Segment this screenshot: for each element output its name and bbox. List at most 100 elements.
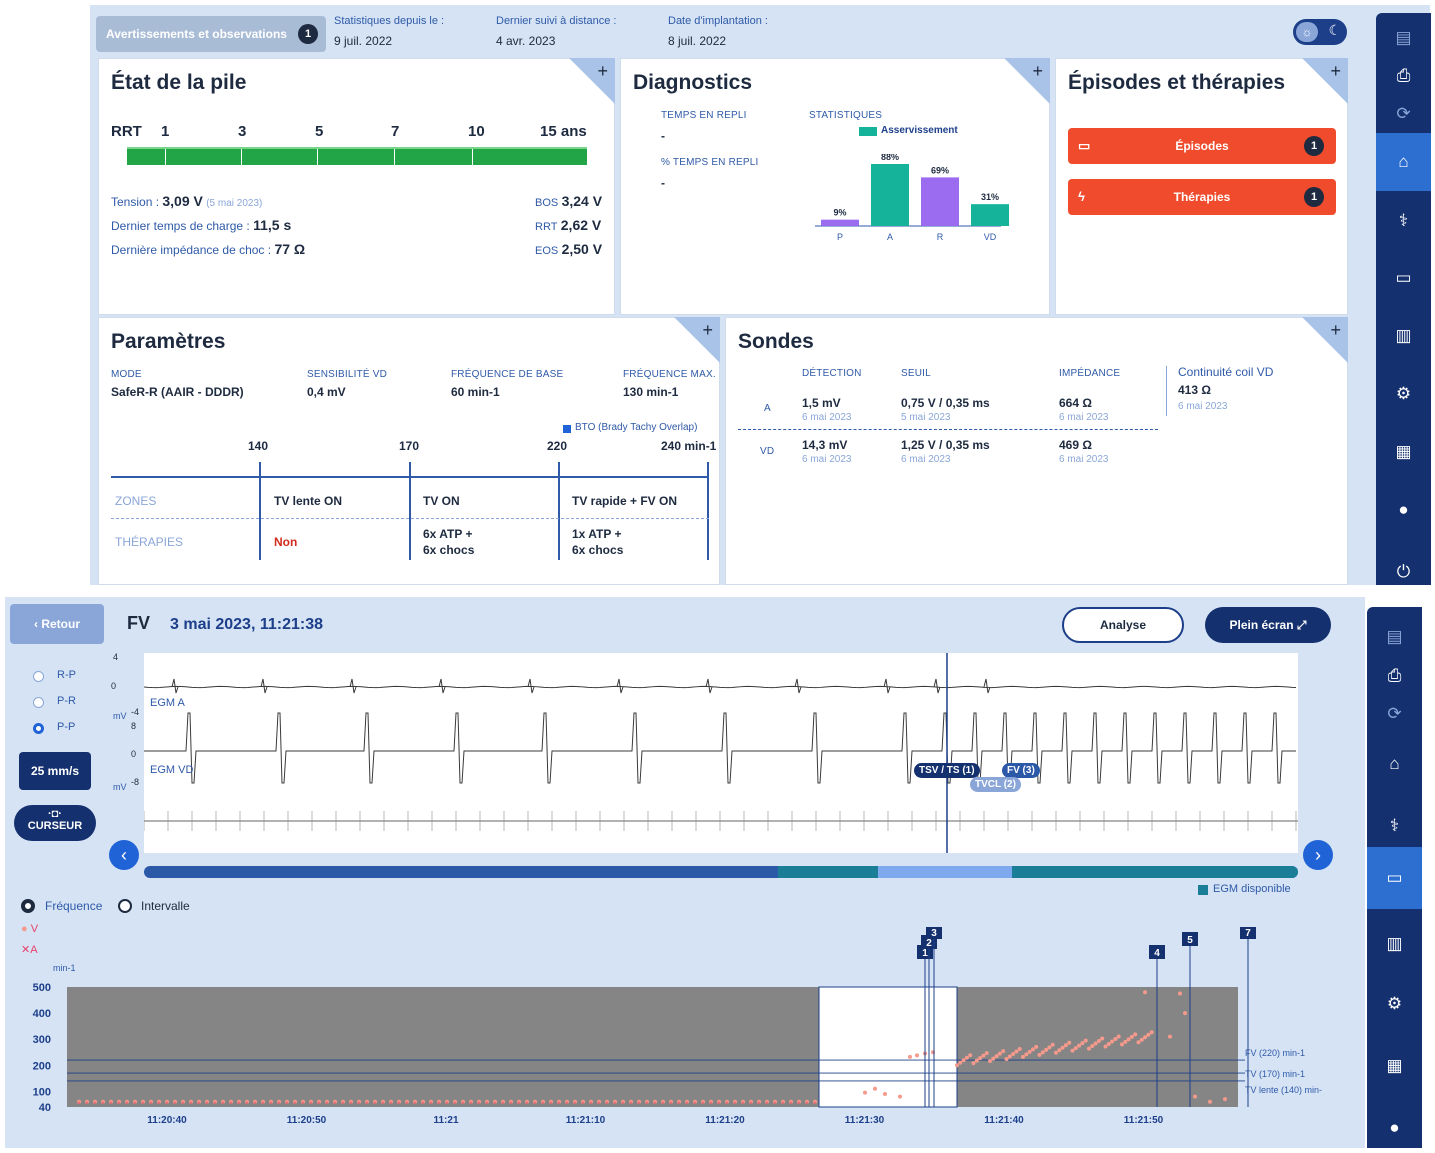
settings-icon[interactable]: ⚙ (1386, 994, 1403, 1013)
radio-interval[interactable] (118, 899, 132, 913)
episodes-icon[interactable]: ▭ (1395, 268, 1412, 287)
v-point (1120, 1042, 1124, 1047)
v-point (509, 1099, 513, 1104)
v-point (994, 1054, 999, 1059)
a-point: × (205, 1101, 209, 1107)
sync-icon[interactable]: ⟳ (1387, 704, 1402, 723)
analyse-button[interactable]: Analyse (1062, 607, 1184, 643)
power-icon[interactable]: ⏻ (1396, 562, 1411, 581)
radio-rp[interactable] (33, 671, 44, 682)
egm-traces (143, 653, 1298, 853)
speed-button[interactable]: 25 mm/s (19, 752, 91, 790)
v-point (397, 1099, 401, 1104)
egm-plot[interactable]: EGM A EGM VD TSV / TS (1) FV (3) TVCL (2… (143, 653, 1298, 853)
fullscreen-button[interactable]: Plein écran ⤢ (1205, 607, 1331, 643)
radio-rp-label: R-P (57, 669, 76, 681)
settings-icon[interactable]: ⚙ (1395, 384, 1412, 403)
atrial-spike (438, 678, 446, 694)
scale-tick: 240 min-1 (661, 439, 717, 453)
a-point: × (117, 1101, 121, 1107)
v-point (1183, 1011, 1187, 1016)
a-point: × (317, 1101, 321, 1107)
home-icon[interactable]: ⌂ (1376, 133, 1431, 191)
episode-datetime: 3 mai 2023, 11:21:38 (170, 616, 324, 633)
expand-plus-icon[interactable]: + (1330, 61, 1341, 81)
episodes-icon[interactable]: ▭ (1367, 847, 1422, 909)
bos-label: BOS (535, 197, 559, 209)
radio-pr[interactable] (33, 697, 44, 708)
v-point (213, 1099, 217, 1104)
v-point (1017, 1046, 1022, 1051)
theme-toggle[interactable]: ☼ ☾ (1293, 19, 1347, 45)
v-point (581, 1099, 585, 1104)
warnings-count: 1 (298, 24, 318, 44)
v-point (77, 1099, 81, 1104)
v-point (645, 1099, 649, 1104)
expand-plus-icon[interactable]: + (1032, 61, 1043, 81)
v-point (955, 1063, 959, 1068)
v-point (365, 1099, 369, 1104)
user-icon[interactable]: ● (1398, 500, 1409, 519)
radio-frequency[interactable] (21, 899, 35, 913)
lead-detection-date: 6 mai 2023 (802, 454, 852, 465)
therapies-label: Thérapies (1173, 190, 1231, 204)
sync-icon[interactable]: ⟳ (1396, 104, 1411, 123)
tag-tvcl[interactable]: TVCL (2) (970, 777, 1021, 792)
atrial-spike (527, 678, 535, 694)
eos-label: EOS (535, 245, 559, 257)
a-point: × (813, 1101, 817, 1107)
a-point: × (173, 1101, 177, 1107)
leads-icon[interactable]: ⚕ (1398, 211, 1409, 230)
therapies-button[interactable]: ϟ Thérapies 1 (1068, 179, 1336, 215)
a-point: × (581, 1101, 585, 1107)
v-point (741, 1099, 745, 1104)
warnings-button[interactable]: Avertissements et observations 1 (96, 16, 326, 52)
v-point (653, 1099, 657, 1104)
a-point: × (341, 1101, 345, 1107)
fallback-pct-label: % TEMPS EN REPLI (661, 157, 759, 168)
document-icon[interactable]: ▤ (1395, 28, 1412, 47)
x-tick-label: 11:20:50 (287, 1115, 327, 1126)
v-point (309, 1099, 313, 1104)
tag-tsv[interactable]: TSV / TS (1) (914, 763, 980, 778)
frequency-chart[interactable]: FV (220) min-1 TV (170) min-1 TV lente (14… (5, 927, 1365, 1148)
back-button[interactable]: ‹ Retour (10, 604, 104, 644)
a-point: × (181, 1101, 185, 1107)
episode-marker (1240, 927, 1256, 939)
episode-marker (1149, 945, 1165, 959)
v-point (781, 1099, 785, 1104)
bar-P (821, 219, 859, 226)
user-icon[interactable]: ● (1389, 1118, 1400, 1137)
therapy-vt-shocks: 6x chocs (423, 543, 475, 557)
v-point (1103, 1044, 1108, 1049)
tag-fv[interactable]: FV (3) (1002, 763, 1040, 778)
expand-plus-icon[interactable]: + (597, 61, 608, 81)
expand-plus-icon[interactable]: + (1330, 320, 1341, 340)
therapy-vf-atp: 1x ATP + (572, 527, 622, 541)
therapies-row-label: THÉRAPIES (115, 535, 184, 549)
egm-vd-trace (144, 712, 1296, 784)
prev-arrow-button[interactable]: ‹ (109, 840, 139, 870)
print-icon[interactable]: ⎙ (1396, 66, 1411, 85)
v-point (908, 1054, 912, 1059)
cursor-button[interactable]: ·◘· CURSEUR (14, 805, 96, 841)
timeline-scrollbar[interactable] (144, 866, 1298, 878)
document-icon[interactable]: ▤ (1386, 627, 1403, 646)
chart-icon[interactable]: ▥ (1395, 326, 1412, 345)
remote-label: Dernier suivi à distance : (496, 15, 617, 27)
radio-pp[interactable] (33, 723, 44, 734)
report-icon[interactable]: ▦ (1395, 442, 1412, 461)
chart-icon[interactable]: ▥ (1386, 934, 1403, 953)
statistics-bar-chart: 9% P 88% A 69% R 31% VD (815, 154, 1009, 242)
home-icon[interactable]: ⌂ (1389, 754, 1400, 773)
expand-plus-icon[interactable]: + (702, 320, 713, 340)
v-point (1044, 1047, 1049, 1052)
report-icon[interactable]: ▦ (1386, 1056, 1403, 1075)
next-arrow-button[interactable]: › (1303, 840, 1333, 870)
a-point: × (109, 1101, 113, 1107)
leads-icon[interactable]: ⚕ (1389, 816, 1400, 835)
episodes-button[interactable]: ▭ Épisodes 1 (1068, 128, 1336, 164)
mv-label: mV (113, 711, 127, 721)
year-tick: 3 (238, 123, 247, 140)
print-icon[interactable]: ⎙ (1387, 666, 1402, 685)
